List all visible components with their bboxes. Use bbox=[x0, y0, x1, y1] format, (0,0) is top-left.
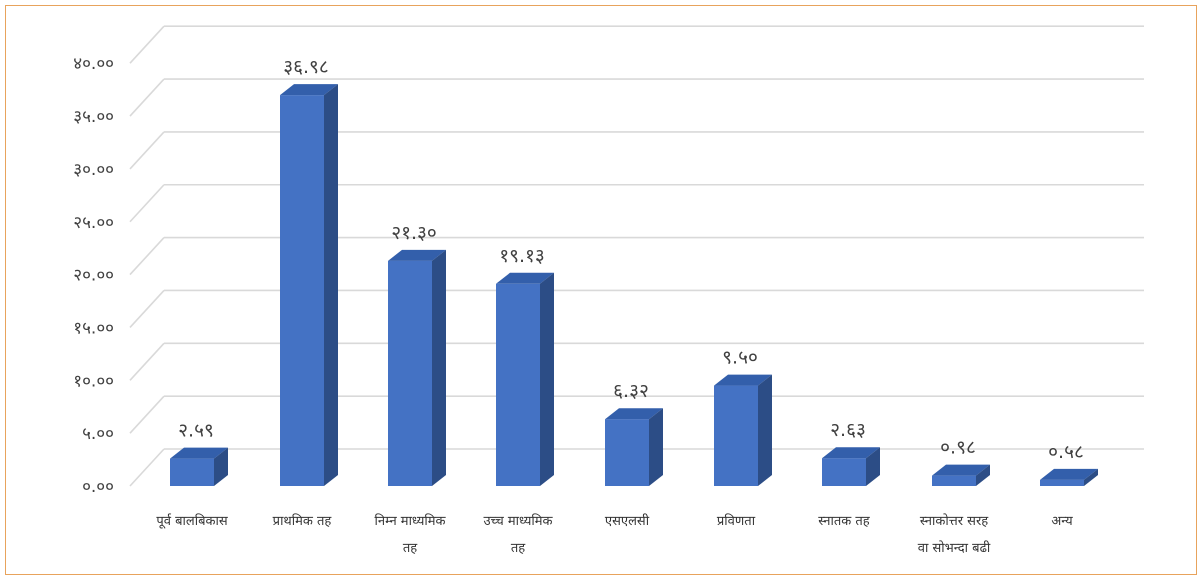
bar-side bbox=[649, 408, 663, 486]
y-tick-label: ४०.०० bbox=[73, 54, 114, 74]
bar-side bbox=[866, 447, 880, 486]
y-tick-label: २०.०० bbox=[73, 266, 114, 286]
bar-front bbox=[822, 458, 866, 486]
gridline-wall bbox=[129, 395, 165, 434]
x-axis-categories: पूर्व बालबिकास प्राथमिक तह निम्न माध्यमिक त… bbox=[156, 513, 1073, 556]
bar-front bbox=[932, 475, 976, 486]
bars bbox=[170, 84, 1098, 486]
data-label: २.६३ bbox=[830, 419, 866, 441]
y-tick-label: १०.०० bbox=[73, 371, 114, 391]
bar-front bbox=[388, 260, 432, 486]
y-tick-label: ३०.०० bbox=[73, 160, 114, 180]
bar-top bbox=[496, 272, 554, 284]
chart-frame: ०.०० ५.०० १०.०० १५.०० २०.०० २५.०० ३०.०० ३५.०० ४०… bbox=[5, 5, 1197, 575]
gridline-wall bbox=[129, 289, 165, 328]
bar-top bbox=[388, 249, 446, 261]
y-tick-label: ५.०० bbox=[82, 424, 114, 444]
bar-front bbox=[280, 95, 324, 486]
category-label: वा सोभन्दा बढी bbox=[918, 540, 991, 556]
gridline-wall bbox=[129, 448, 165, 487]
gridline-wall bbox=[129, 78, 165, 117]
bar-chart: ०.०० ५.०० १०.०० १५.०० २०.०० २५.०० ३०.०० ३५.०० ४०… bbox=[73, 25, 1144, 556]
data-label: ६.३२ bbox=[613, 380, 649, 402]
category-label: स्नाकोत्तर सरह bbox=[920, 513, 989, 529]
y-tick-label: १५.०० bbox=[73, 318, 114, 338]
y-axis-ticks: ०.०० ५.०० १०.०० १५.०० २०.०० २५.०० ३०.०० ३५.०० ४०… bbox=[73, 54, 114, 497]
category-label: प्रविणता bbox=[717, 513, 756, 529]
y-tick-label: ३५.०० bbox=[73, 107, 114, 127]
category-label: प्राथमिक तह bbox=[273, 513, 333, 529]
data-label: ३६.९८ bbox=[283, 56, 329, 78]
bar-top bbox=[714, 374, 772, 386]
gridline-wall bbox=[129, 184, 165, 223]
category-label: तह bbox=[511, 541, 526, 556]
bar-side bbox=[976, 464, 990, 486]
bar bbox=[170, 447, 228, 486]
gridline-wall bbox=[129, 342, 165, 381]
bar-front bbox=[714, 385, 758, 486]
bar bbox=[714, 374, 772, 486]
bar-side bbox=[540, 272, 554, 486]
bar-top bbox=[932, 464, 990, 476]
bar bbox=[496, 272, 554, 486]
bar-top bbox=[170, 447, 228, 459]
category-label: एसएलसी bbox=[605, 513, 650, 529]
bar-side bbox=[758, 374, 772, 486]
bar-top bbox=[1040, 468, 1098, 480]
data-label: ०.५८ bbox=[1048, 441, 1084, 463]
category-label: तह bbox=[403, 541, 418, 556]
category-label: पूर्व बालबिकास bbox=[156, 513, 227, 529]
bar-front bbox=[1040, 479, 1084, 486]
category-label: निम्न माध्यमिक bbox=[374, 513, 446, 529]
gridline-wall bbox=[129, 131, 165, 170]
bar bbox=[822, 447, 880, 486]
bar-side bbox=[214, 447, 228, 486]
data-label: १९.१३ bbox=[499, 245, 545, 267]
category-label: उच्च माध्यमिक bbox=[483, 513, 553, 529]
bar-side bbox=[432, 249, 446, 486]
bar-side bbox=[324, 84, 338, 486]
data-label: ०.९८ bbox=[940, 437, 976, 459]
data-label: २.५९ bbox=[178, 420, 214, 442]
category-label: अन्य bbox=[1051, 514, 1073, 529]
gridline-wall bbox=[129, 237, 165, 276]
bar-top bbox=[280, 84, 338, 96]
data-label: २१.३० bbox=[391, 222, 437, 244]
y-tick-label: ०.०० bbox=[82, 477, 114, 497]
bar bbox=[932, 464, 990, 486]
y-tick-label: २५.०० bbox=[73, 213, 114, 233]
bar bbox=[280, 84, 338, 486]
bar-side bbox=[1084, 468, 1098, 486]
data-label: ९.५० bbox=[722, 347, 758, 369]
bar-front bbox=[605, 419, 649, 486]
gridline-wall bbox=[129, 25, 165, 64]
bar bbox=[388, 249, 446, 486]
bar-front bbox=[496, 283, 540, 486]
bar-top bbox=[605, 408, 663, 420]
bar bbox=[605, 408, 663, 486]
category-label: स्नातक तह bbox=[818, 514, 870, 529]
bar-top bbox=[822, 447, 880, 459]
data-labels: २.५९ ३६.९८ २१.३० १९.१३ ६.३२ ९.५० २.६३ ०.९८ ०.५८ bbox=[178, 56, 1084, 463]
bar bbox=[1040, 468, 1098, 486]
bar-front bbox=[170, 458, 214, 486]
